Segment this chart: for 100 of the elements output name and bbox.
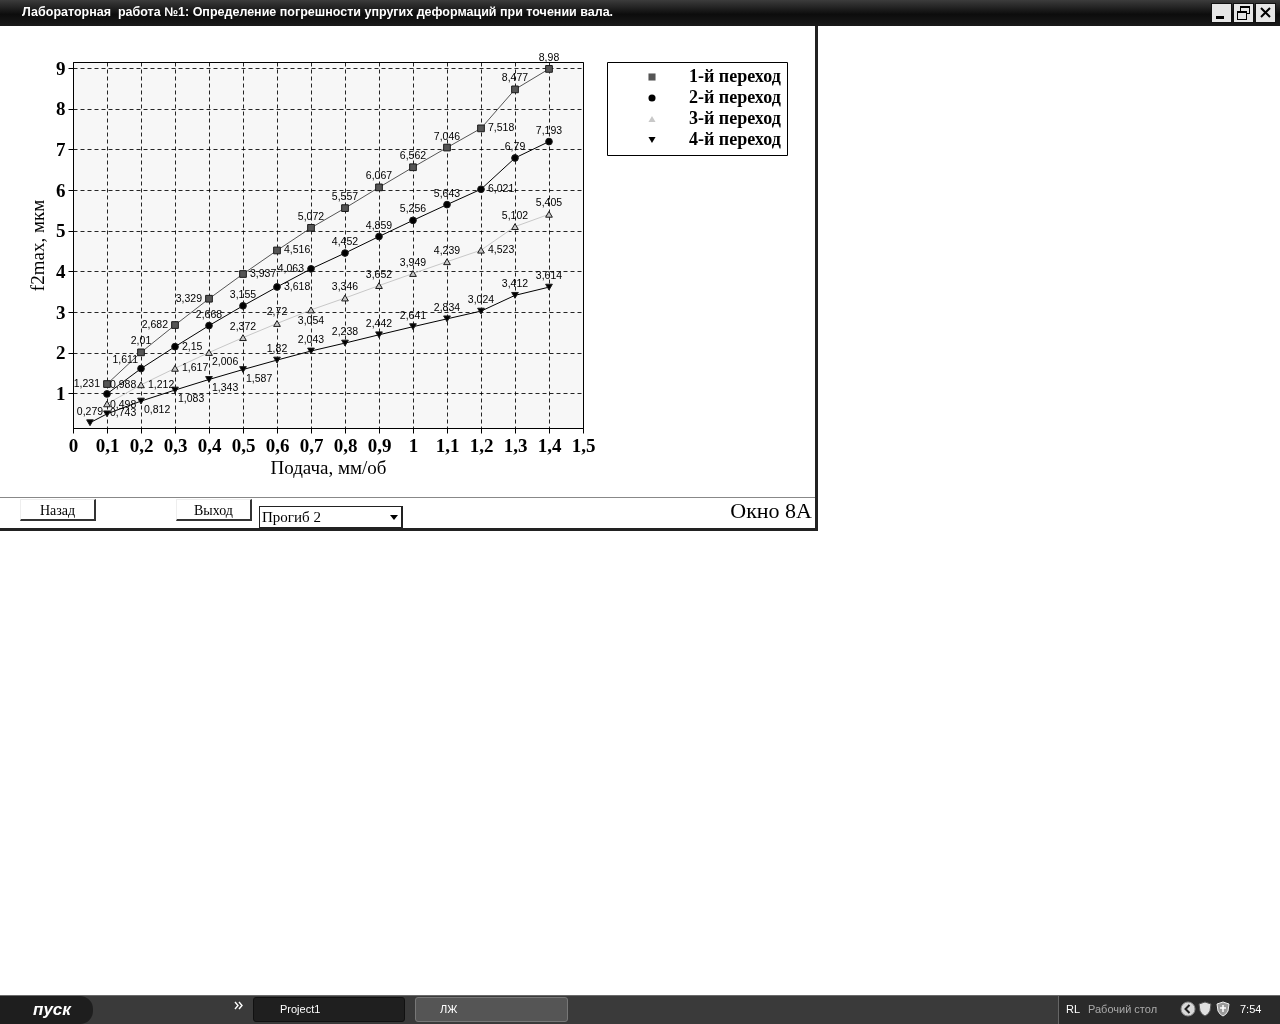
- point: [171, 364, 179, 372]
- data-label: 3,054: [297, 313, 325, 326]
- data-label: 3,412: [501, 277, 529, 290]
- data-label: 2,238: [331, 325, 359, 338]
- point: [443, 315, 451, 323]
- point: [409, 163, 417, 172]
- data-label: 5,405: [535, 196, 563, 209]
- point: [137, 348, 145, 357]
- point: [443, 143, 451, 152]
- data-label: 5,102: [501, 208, 529, 221]
- data-label: 7,046: [433, 129, 461, 142]
- y-tick-label: 5: [56, 220, 66, 242]
- point: [443, 200, 451, 209]
- data-label: 4,859: [365, 218, 393, 231]
- point: [409, 216, 417, 225]
- y-tick-label: 9: [56, 57, 66, 79]
- point: [477, 246, 485, 254]
- data-label: 6,067: [365, 169, 393, 182]
- point: [511, 154, 519, 162]
- data-label: 2,641: [399, 308, 427, 321]
- x-tick-label: 0,2: [129, 434, 154, 456]
- x-tick-label: 1,5: [571, 434, 596, 456]
- data-label: 0,812: [144, 403, 171, 416]
- data-label: 7,518: [488, 121, 515, 134]
- point: [477, 307, 485, 315]
- text: Окно 8А: [730, 498, 812, 523]
- data-label: 2,668: [195, 307, 223, 320]
- x-tick-label: 0,5: [231, 434, 256, 456]
- data-label: 6,021: [488, 182, 515, 195]
- legend-label: 4-й переход: [689, 129, 781, 149]
- point: [511, 85, 519, 94]
- data-label: 2,15: [182, 339, 203, 352]
- data-label: 5,557: [331, 190, 359, 203]
- text: RL: [1066, 1003, 1081, 1015]
- text: 7:54: [1240, 1003, 1262, 1015]
- data-label: 3,618: [284, 279, 311, 292]
- data-label: 1,611: [112, 352, 139, 365]
- data-label: 2,72: [266, 305, 288, 318]
- data-label: 1,82: [266, 342, 288, 355]
- x-tick-label: 0,4: [197, 434, 222, 456]
- point: [307, 265, 315, 273]
- data-label: 8,98: [538, 50, 560, 63]
- point: [511, 223, 519, 231]
- point: [273, 246, 281, 255]
- data-label: 3,024: [467, 293, 495, 306]
- data-label: 7,193: [535, 123, 563, 136]
- point: [409, 323, 417, 331]
- point: [86, 419, 94, 427]
- point: [545, 283, 553, 291]
- data-label: 1,212: [148, 377, 175, 390]
- point: [341, 339, 349, 347]
- text: Рабочий стол: [1088, 1003, 1158, 1015]
- data-label: 3,329: [175, 291, 203, 304]
- point: [137, 364, 145, 373]
- x-tick-label: 1,1: [435, 434, 460, 456]
- y-tick-label: 7: [56, 138, 66, 160]
- data-label: 5,072: [297, 209, 325, 222]
- point: [239, 366, 247, 373]
- data-label: 1,617: [182, 361, 209, 374]
- data-label: 0,498: [110, 397, 137, 410]
- text: Project1: [280, 1003, 321, 1015]
- data-label: 3,652: [365, 267, 393, 280]
- point: [477, 124, 485, 133]
- data-label: 1,231: [73, 377, 101, 390]
- point: [137, 381, 145, 389]
- point: [545, 65, 553, 73]
- x-tick-label: 0,6: [265, 434, 290, 456]
- y-tick-label: 8: [56, 98, 66, 120]
- chart-title: Лабораторная работа №1: Определение погрешности упругих деформаций при точении вала.: [22, 5, 614, 19]
- point: [375, 183, 383, 192]
- point: [341, 294, 349, 302]
- point: [375, 232, 383, 241]
- point: [341, 204, 349, 212]
- legend-label: 1-й переход: [689, 66, 781, 86]
- data-label: 6,79: [504, 139, 526, 152]
- point: [545, 137, 553, 146]
- x-tick-label: 1,4: [537, 434, 562, 456]
- data-label: 4,239: [433, 243, 461, 256]
- data-label: 3,155: [229, 287, 257, 300]
- point: [137, 397, 145, 405]
- data-label: 8,477: [501, 71, 529, 84]
- data-label: 2,006: [212, 354, 239, 367]
- point: [511, 291, 519, 299]
- point: [375, 331, 383, 339]
- text: пуск: [33, 1000, 71, 1019]
- point: [307, 306, 315, 314]
- data-label: 3,949: [399, 255, 427, 268]
- data-label: 4,523: [488, 243, 515, 256]
- point: [409, 270, 417, 277]
- point: [103, 390, 111, 398]
- point: [375, 282, 383, 289]
- legend-label: 3-й переход: [689, 108, 781, 128]
- y-axis-title: f2max, мкм: [27, 199, 48, 292]
- x-tick-label: 0,8: [333, 434, 358, 456]
- data-label: 6,562: [399, 149, 427, 162]
- x-tick-label: 1: [408, 434, 419, 456]
- x-tick-label: 1,2: [469, 434, 494, 456]
- data-label: 1,587: [246, 371, 273, 384]
- data-label: 1,343: [212, 381, 239, 394]
- x-tick-label: 0,7: [299, 434, 324, 456]
